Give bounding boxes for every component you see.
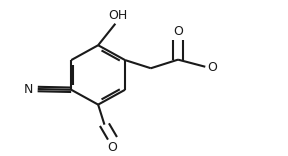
Text: O: O [107, 141, 118, 154]
Text: O: O [208, 61, 217, 74]
Text: O: O [173, 25, 183, 38]
Text: N: N [24, 83, 33, 95]
Text: OH: OH [108, 9, 127, 22]
